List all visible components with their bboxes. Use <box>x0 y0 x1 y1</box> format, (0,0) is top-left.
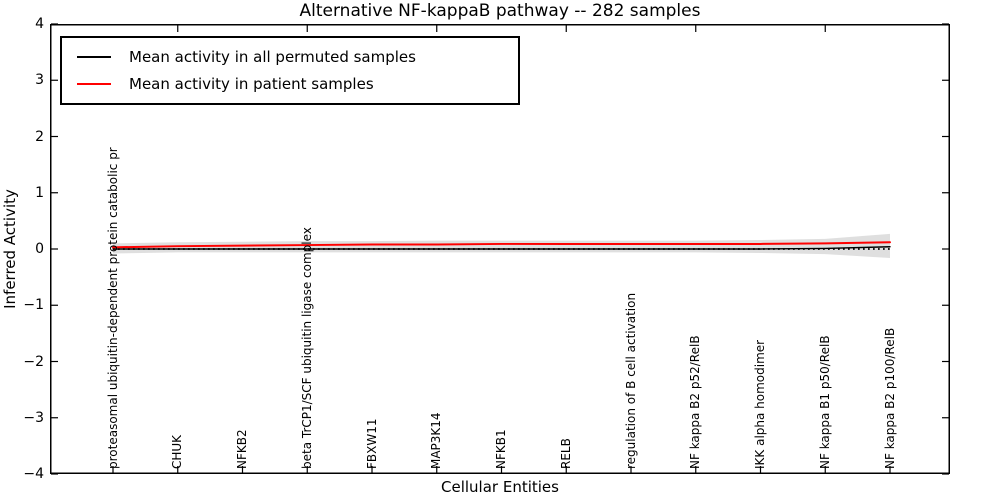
x-tick-label: CHUK <box>170 434 185 469</box>
x-tick-label: FBXW11 <box>364 418 379 470</box>
axes-frame <box>50 24 950 474</box>
x-tick-label: regulation of B cell activation <box>623 292 638 469</box>
x-tick-label: IKK alpha homodimer <box>753 339 767 469</box>
x-tick-label: NF kappa B2 p100/RelB <box>882 327 897 469</box>
y-tick-label: 4 <box>35 16 44 32</box>
series-line-0 <box>112 246 891 250</box>
x-axis-label: Cellular Entities <box>441 478 559 496</box>
legend-label: Mean activity in patient samples <box>129 74 374 93</box>
y-tick-label: −3 <box>23 409 44 426</box>
y-tick-label: 3 <box>35 72 44 89</box>
series-line-1 <box>112 241 891 249</box>
x-tick-label: NFKB2 <box>235 429 249 469</box>
legend: Mean activity in all permuted samples Mea… <box>60 36 520 105</box>
plot-svg <box>50 23 950 475</box>
y-tick-label: −1 <box>23 297 44 314</box>
y-tick-label: 0 <box>35 241 44 257</box>
x-tick-label: beta TrCP1/SCF ubiquitin ligase complex <box>299 227 314 469</box>
x-tick-label: NF kappa B1 p50/RelB <box>817 335 832 469</box>
legend-line-swatch <box>77 55 111 58</box>
legend-line-swatch <box>77 82 111 85</box>
x-tick-label: NF kappa B2 p52/RelB <box>688 335 703 469</box>
legend-label: Mean activity in all permuted samples <box>129 47 416 66</box>
x-tick-label: RELB <box>558 438 573 469</box>
y-tick-label: 2 <box>35 128 44 145</box>
legend-row: Mean activity in all permuted samples <box>62 43 518 70</box>
x-tick-label: MAP3K14 <box>429 412 444 469</box>
y-tick-label: −4 <box>23 466 44 482</box>
std-band <box>113 233 890 258</box>
chart-title: Alternative NF-kappaB pathway -- 282 sam… <box>299 1 701 21</box>
y-tick-label: −2 <box>23 353 44 370</box>
legend-row: Mean activity in patient samples <box>62 70 518 97</box>
y-tick-label: 1 <box>35 184 44 201</box>
x-tick-label: proteasomal ubiquitin-dependent protein … <box>105 147 120 469</box>
x-tick-label: NFKB1 <box>494 429 508 469</box>
